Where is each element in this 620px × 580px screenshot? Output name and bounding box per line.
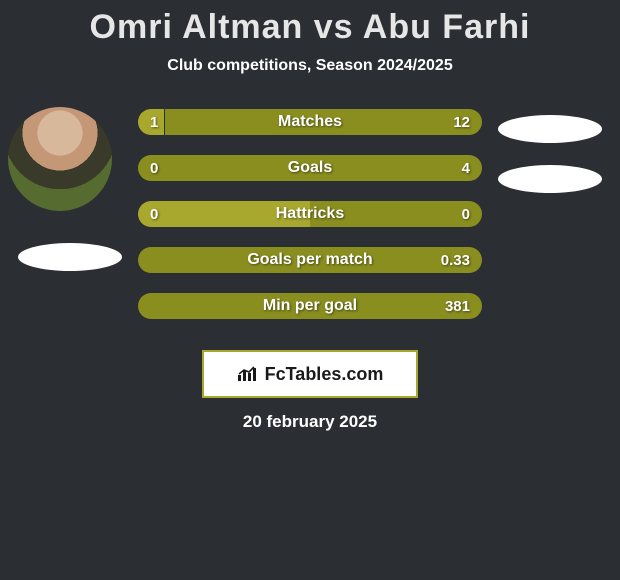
stat-bars: 1Matches120Goals40Hattricks0Goals per ma… <box>138 109 482 339</box>
stat-bar: 1Matches12 <box>138 109 482 135</box>
stat-bar: Min per goal381 <box>138 293 482 319</box>
team-badge-ellipse <box>498 165 602 193</box>
stat-bar: Goals per match0.33 <box>138 247 482 273</box>
stat-label: Min per goal <box>138 293 482 319</box>
stat-bar: 0Hattricks0 <box>138 201 482 227</box>
comparison-infographic: Omri Altman vs Abu Farhi Club competitio… <box>0 0 620 403</box>
stat-label: Goals <box>138 155 482 181</box>
player-left-avatar <box>8 107 112 211</box>
team-badge-ellipse <box>498 115 602 143</box>
page-title: Omri Altman vs Abu Farhi <box>0 8 620 47</box>
stat-value-right: 0 <box>462 201 470 227</box>
stat-value-right: 0.33 <box>441 247 470 273</box>
stat-label: Goals per match <box>138 247 482 273</box>
stat-label: Hattricks <box>138 201 482 227</box>
page-subtitle: Club competitions, Season 2024/2025 <box>0 57 620 75</box>
team-badge-ellipse <box>18 243 122 271</box>
stat-bar: 0Goals4 <box>138 155 482 181</box>
brand-name: FcTables.com <box>265 364 384 385</box>
stat-label: Matches <box>138 109 482 135</box>
brand-chart-icon <box>237 365 259 383</box>
stat-value-right: 381 <box>445 293 470 319</box>
stat-value-right: 4 <box>462 155 470 181</box>
brand-badge: FcTables.com <box>202 350 418 398</box>
infographic-date: 20 february 2025 <box>0 412 620 432</box>
stat-value-right: 12 <box>453 109 470 135</box>
